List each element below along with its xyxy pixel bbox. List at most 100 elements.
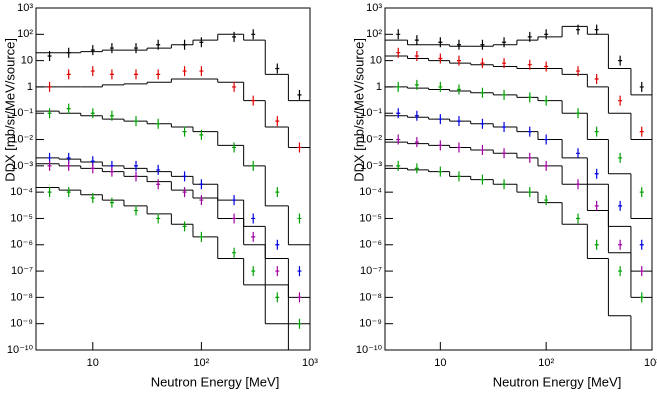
data-point (182, 39, 187, 50)
data-point (297, 266, 302, 277)
data-point (618, 152, 623, 163)
y-tick-label: 10⁻⁸ (10, 291, 33, 303)
panel: 10⁻¹⁰ 10⁻⁹ 10⁻⁸ 10⁻⁷ 10⁻⁶ 10⁻⁵ 10⁻⁴ 10⁻³ 10⁻² 10⁻… (351, 2, 657, 390)
data-point (414, 163, 419, 174)
data-point (456, 171, 461, 182)
data-point (502, 179, 507, 190)
y-axis-label: DDX [mb/sr/MeV/source] (351, 38, 366, 182)
data-point (199, 179, 204, 190)
data-point (456, 142, 461, 153)
y-tick-label: 10⁻⁹ (359, 318, 382, 330)
data-point (109, 110, 114, 121)
data-point (109, 69, 114, 80)
data-point (199, 231, 204, 242)
data-point (618, 95, 623, 106)
plot-area (385, 24, 652, 350)
data-point (134, 205, 139, 216)
y-tick-label: 10⁻² (11, 133, 33, 145)
x-tick-label: 10³ (644, 357, 657, 369)
data-point (297, 292, 302, 303)
data-point (438, 166, 443, 177)
data-point (639, 239, 644, 250)
y-tick-label: 10⁻⁶ (10, 239, 33, 251)
data-point (66, 103, 71, 114)
data-point (576, 148, 581, 159)
data-point (232, 31, 237, 42)
data-point (297, 89, 302, 100)
data-point (502, 58, 507, 69)
data-point (618, 200, 623, 211)
data-point (527, 92, 532, 103)
y-tick-label: 10³ (17, 2, 33, 14)
data-point (544, 95, 549, 106)
data-point (182, 221, 187, 232)
data-point (156, 118, 161, 129)
data-point (456, 84, 461, 95)
data-point (639, 81, 644, 92)
data-point (199, 195, 204, 206)
data-point (480, 174, 485, 185)
data-point (594, 168, 599, 179)
data-point (438, 81, 443, 92)
y-axis-label: DDX [mb/sr/MeV/source] (2, 38, 17, 182)
data-point (251, 266, 256, 277)
data-point (199, 129, 204, 140)
data-point (232, 195, 237, 206)
data-point (275, 266, 280, 277)
data-point (275, 239, 280, 250)
plot-frame (35, 7, 311, 351)
plot-area (36, 29, 310, 350)
y-tick-label: 10⁻² (360, 133, 382, 145)
data-point (544, 29, 549, 40)
data-point (156, 164, 161, 175)
data-point (527, 152, 532, 163)
data-point (182, 187, 187, 198)
y-tick-label: 10⁻¹⁰ (7, 344, 34, 356)
data-point (502, 37, 507, 48)
data-point (639, 126, 644, 137)
data-point (66, 47, 71, 58)
data-point (618, 266, 623, 277)
data-point (639, 187, 644, 198)
data-point (134, 171, 139, 182)
data-point (47, 108, 52, 119)
y-tick-label: 1 (27, 81, 33, 93)
data-point (456, 55, 461, 66)
data-point (438, 37, 443, 48)
data-point (396, 108, 401, 119)
data-point (232, 247, 237, 258)
y-tick-label: 10⁻¹⁰ (356, 344, 383, 356)
data-point (297, 142, 302, 153)
data-point (156, 213, 161, 224)
data-point (134, 43, 139, 54)
y-tick-label: 10 (21, 55, 33, 67)
data-point (544, 195, 549, 206)
y-tick-label: 10⁻⁵ (359, 212, 382, 224)
data-point (594, 239, 599, 250)
data-point (456, 116, 461, 127)
data-point (396, 81, 401, 92)
data-point (396, 29, 401, 40)
data-point (156, 69, 161, 80)
data-point (594, 126, 599, 137)
x-tick-label: 10 (87, 357, 99, 369)
y-tick-label: 10⁻¹ (11, 107, 33, 119)
data-point (232, 213, 237, 224)
data-point (109, 43, 114, 54)
data-point (66, 69, 71, 80)
y-tick-label: 10 (370, 55, 382, 67)
data-point (251, 231, 256, 242)
y-tick-label: 10⁻³ (11, 160, 33, 172)
y-tick-label: 10⁻⁹ (10, 318, 33, 330)
y-tick-label: 10⁻⁵ (10, 212, 33, 224)
data-point (66, 187, 71, 198)
data-point (594, 74, 599, 85)
x-axis-label: Neutron Energy [MeV] (493, 374, 622, 389)
data-point (576, 108, 581, 119)
x-tick-label: 10² (538, 357, 554, 369)
data-point (594, 200, 599, 211)
data-point (396, 47, 401, 58)
y-tick-label: 1 (376, 81, 382, 93)
data-point (414, 137, 419, 148)
data-point (109, 166, 114, 177)
